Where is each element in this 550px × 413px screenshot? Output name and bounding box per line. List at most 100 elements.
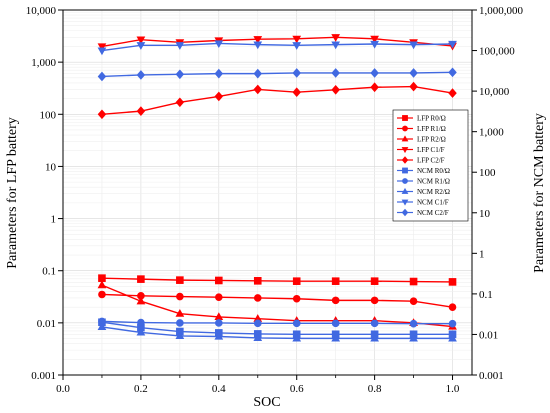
data-point: [97, 280, 107, 289]
data-point: [409, 277, 418, 286]
data-point: [253, 84, 263, 95]
data-point: [448, 319, 457, 328]
data-point: [448, 303, 457, 311]
x-tick-label: 0.4: [212, 383, 226, 395]
data-point: [214, 40, 224, 49]
x-tick-label: 1.0: [446, 383, 460, 395]
data-point: [253, 277, 262, 285]
series-0: [98, 274, 457, 286]
data-point: [97, 322, 107, 331]
data-point: [253, 41, 263, 50]
x-tick-label: 0.6: [290, 383, 304, 395]
data-point: [175, 309, 185, 317]
legend-marker: [401, 135, 409, 142]
data-point: [214, 68, 224, 79]
data-point: [370, 296, 379, 305]
x-tick-label: 0.0: [56, 383, 70, 395]
series-line: [101, 277, 453, 283]
y-left-tick-label: 1,000: [31, 57, 56, 69]
data-point: [331, 333, 341, 342]
data-point: [370, 68, 379, 78]
series-line: [101, 284, 453, 328]
data-point: [253, 294, 262, 302]
legend-label: LFP C1/F: [417, 146, 445, 154]
y-right-tick-label: 1,000: [479, 127, 504, 139]
legend-marker: [401, 208, 409, 217]
y-right-tick-label: 1,000,000: [479, 5, 524, 17]
data-point: [409, 333, 418, 342]
series-line: [101, 321, 453, 335]
series-line: [101, 71, 453, 78]
y-left-tick-label: 10: [45, 161, 57, 173]
data-point: [215, 276, 223, 285]
x-axis-title: SOC: [253, 395, 280, 410]
legend-label: LFP R2/Ω: [417, 136, 446, 144]
data-point: [136, 296, 146, 305]
y-right-tick-label: 100: [479, 167, 496, 179]
y-left-tick-label: 1: [51, 214, 57, 226]
data-point: [176, 292, 184, 301]
data-point: [370, 82, 379, 93]
data-point: [409, 319, 418, 328]
data-point: [136, 36, 146, 45]
data-point: [331, 41, 341, 50]
data-point: [98, 290, 106, 299]
data-point: [331, 319, 340, 328]
data-point: [137, 318, 145, 327]
data-point: [176, 319, 184, 327]
x-tick-label: 0.8: [368, 383, 382, 395]
data-point: [175, 331, 185, 340]
legend-marker: [402, 178, 408, 184]
data-point: [292, 319, 301, 328]
data-point: [331, 84, 340, 95]
y-right-tick-label: 0.001: [479, 370, 504, 382]
legend-label: LFP R1/Ω: [417, 125, 446, 133]
data-point: [409, 41, 418, 50]
data-point: [136, 42, 146, 50]
y-right-tick-label: 0.01: [479, 329, 498, 341]
data-point: [215, 319, 223, 327]
data-point: [409, 297, 418, 306]
legend-label: LFP C2/F: [417, 157, 445, 165]
data-point: [331, 34, 341, 42]
data-point: [97, 71, 107, 82]
data-point: [215, 293, 223, 302]
legend-label: NCM C1/F: [417, 199, 449, 207]
data-point: [292, 333, 302, 342]
series-3: [97, 34, 457, 52]
series-line: [101, 293, 453, 308]
data-point: [370, 35, 379, 44]
data-point: [448, 88, 457, 98]
legend-marker: [402, 125, 408, 132]
y-right-tick-label: 0.1: [479, 289, 493, 301]
legend-marker: [401, 147, 409, 154]
y-left-axis-title: Parameters for LFP battery: [5, 117, 20, 269]
series-1: [98, 290, 457, 311]
y-right-tick-label: 10,000: [479, 86, 510, 98]
data-point: [253, 333, 263, 342]
series-line: [101, 85, 453, 115]
data-point: [448, 333, 457, 342]
data-point: [448, 278, 457, 286]
series-line: [101, 320, 453, 325]
data-point: [97, 47, 107, 56]
data-point: [253, 68, 263, 79]
y-left-tick-label: 0.001: [31, 370, 56, 382]
data-point: [292, 35, 302, 44]
y-right-axis-title: Parameters for NCM battery: [532, 113, 547, 273]
data-point: [214, 91, 224, 102]
legend-label: NCM R1/Ω: [417, 178, 450, 186]
axes-layer: 0.0 0.2 0.4 0.6 0.8 1.0 0.001 0.01 0.1 1 10 100 1,00…: [26, 5, 524, 395]
data-point: [175, 42, 185, 50]
series-8: [97, 40, 457, 56]
series-6: [98, 317, 457, 328]
data-point: [97, 43, 107, 52]
data-point: [370, 40, 379, 49]
y-left-tick-label: 100: [40, 109, 57, 121]
series-layer: [97, 34, 457, 342]
series-line: [101, 36, 453, 48]
data-point: [175, 69, 185, 80]
series-4: [97, 81, 457, 120]
data-point: [137, 275, 145, 283]
